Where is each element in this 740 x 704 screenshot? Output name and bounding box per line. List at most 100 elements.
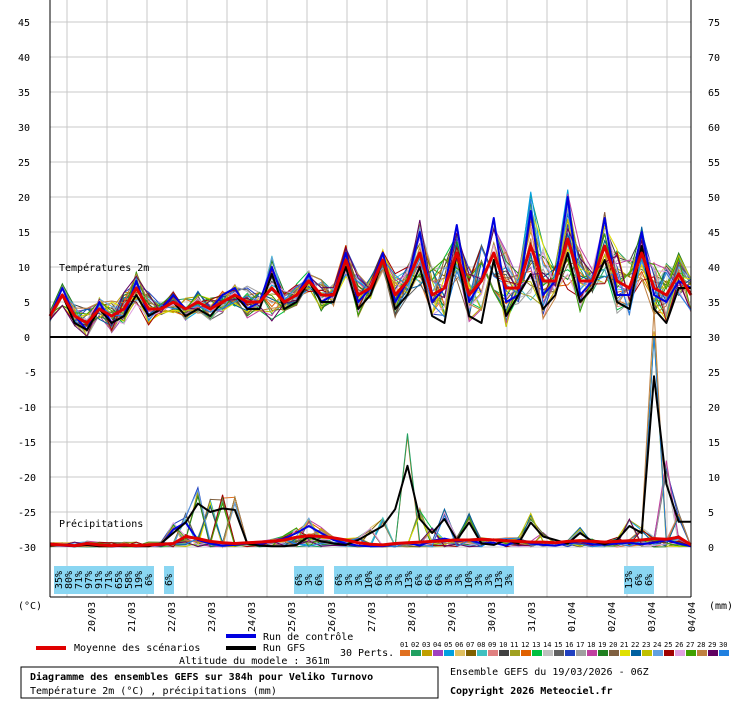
member-precip-line <box>49 331 692 548</box>
member-id: 27 <box>686 641 694 649</box>
x-tick-date: 29/03 <box>447 602 458 632</box>
snow-chance-value: 10% <box>464 571 475 589</box>
x-tick-date: 04/04 <box>687 602 698 632</box>
title-box <box>20 666 439 699</box>
snow-chance-cell <box>114 566 124 594</box>
y-tick-precip-right: 10 <box>708 473 720 484</box>
snow-chance-value: 3% <box>394 574 405 586</box>
member-swatch <box>488 650 498 656</box>
snow-chance-cell <box>104 566 114 594</box>
legend-mean: Moyenne des scénarios <box>74 642 200 654</box>
snow-chance-cell <box>54 566 64 594</box>
grid-lines <box>50 0 691 597</box>
snow-chance-value: 97% <box>84 571 95 589</box>
x-tick-date: 28/03 <box>407 602 418 632</box>
member-swatch <box>521 650 531 656</box>
x-tick-date: 02/04 <box>607 602 618 632</box>
mean-temp-line <box>48 237 693 325</box>
member-id: 19 <box>598 641 606 649</box>
member-id: 25 <box>664 641 672 649</box>
snow-chance-value: 3% <box>444 574 455 586</box>
snow-chance-value: 3% <box>344 574 355 586</box>
y-tick-temp-left: 15 <box>18 228 30 239</box>
x-tick-date: 01/04 <box>567 602 578 632</box>
precipitation-panel-label: Précipitations <box>59 518 143 530</box>
y-tick-precip-left: -30 <box>18 543 36 554</box>
snow-chance-cell <box>484 566 494 594</box>
member-swatch <box>697 650 707 656</box>
snow-chance-cell <box>294 566 304 594</box>
y-tick-temp-right: 35 <box>708 298 720 309</box>
snow-chance-value: 3% <box>474 574 485 586</box>
snow-chance-cell <box>454 566 464 594</box>
chart-title: Diagramme des ensembles GEFS sur 384h po… <box>30 671 373 683</box>
member-precip-line <box>49 496 692 548</box>
member-id: 20 <box>609 641 617 649</box>
member-precip-line <box>49 334 692 548</box>
member-id: 09 <box>488 641 496 649</box>
snow-chance-value: 6% <box>334 574 345 586</box>
y-tick-temp-left: 40 <box>18 53 30 64</box>
member-id: 03 <box>422 641 430 649</box>
y-tick-temp-left: 10 <box>18 263 30 274</box>
chart-subtitle: Température 2m (°C) , précipitations (mm… <box>30 685 277 697</box>
member-precip-line <box>49 467 692 548</box>
snow-chance-cell <box>134 566 144 594</box>
member-swatch <box>609 650 619 656</box>
member-swatch <box>532 650 542 656</box>
snow-chance-cell <box>474 566 484 594</box>
member-swatch <box>433 650 443 656</box>
member-swatch <box>543 650 553 656</box>
member-swatch <box>510 650 520 656</box>
member-temp-line <box>49 203 692 333</box>
snow-chance-value: 6% <box>434 574 445 586</box>
snow-chance-cell <box>424 566 434 594</box>
snow-chance-cell <box>494 566 504 594</box>
y-unit-left: (°C) <box>18 601 42 612</box>
y-tick-temp-left: 0 <box>24 333 30 344</box>
snow-chance-value: 6% <box>314 574 325 586</box>
y-tick-precip-left: -10 <box>18 403 36 414</box>
snow-chance-cell <box>394 566 404 594</box>
member-id: 06 <box>455 641 463 649</box>
snow-chance-value: 6% <box>424 574 435 586</box>
member-swatch <box>499 650 509 656</box>
y-tick-temp-left: 30 <box>18 123 30 134</box>
x-tick-date: 26/03 <box>327 602 338 632</box>
snow-chance-value: 6% <box>644 574 655 586</box>
member-swatch <box>400 650 410 656</box>
member-swatch <box>653 650 663 656</box>
y-tick-temp-left: 20 <box>18 193 30 204</box>
member-precip-line <box>49 470 692 548</box>
snow-chance-cell <box>94 566 104 594</box>
y-tick-precip-left: -20 <box>18 473 36 484</box>
x-tick-date: 22/03 <box>167 602 178 632</box>
y-tick-temp-right: 30 <box>708 333 720 344</box>
snow-chance-value: 10% <box>364 571 375 589</box>
member-id: 10 <box>499 641 507 649</box>
main-series <box>48 196 693 548</box>
snow-chance-value: 6% <box>374 574 385 586</box>
snow-chance-cell <box>354 566 364 594</box>
member-id: 04 <box>433 641 441 649</box>
snow-chance-value: 91% <box>94 571 105 589</box>
snow-chance-value: 3% <box>484 574 495 586</box>
snow-chance-value: 3% <box>504 574 515 586</box>
snow-chance-value: 65% <box>114 571 125 589</box>
snow-chance-value: 6% <box>144 574 155 586</box>
member-swatch <box>642 650 652 656</box>
y-tick-temp-right: 65 <box>708 88 720 99</box>
member-precip-line <box>49 474 692 548</box>
snow-chance-value: 13% <box>624 571 635 589</box>
member-swatch <box>620 650 630 656</box>
y-tick-temp-left: 5 <box>24 298 30 309</box>
axes: 45403530252015105075706560555045403530-5… <box>18 0 720 632</box>
gfs-temp-line <box>49 245 691 331</box>
member-swatch <box>411 650 421 656</box>
snow-chance-cell <box>304 566 314 594</box>
member-swatch <box>686 650 696 656</box>
member-swatch <box>664 650 674 656</box>
snow-chance-value: 13% <box>404 571 415 589</box>
member-id: 23 <box>642 641 650 649</box>
ensemble-label: 30 Perts. <box>340 648 394 659</box>
